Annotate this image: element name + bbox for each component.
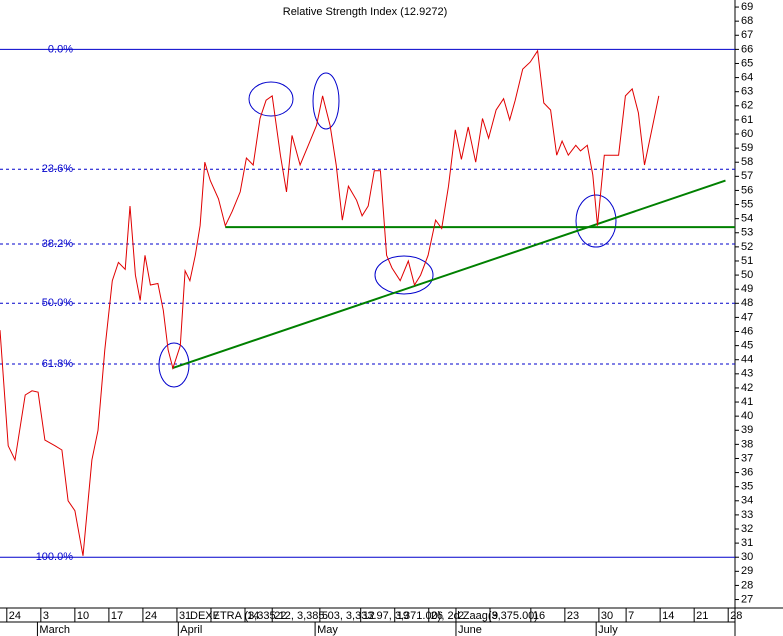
fib-label: 100.0% [36,551,74,563]
x-tick-label: 3 [43,610,49,622]
y-tick-label: 56 [741,184,753,196]
y-tick-label: 60 [741,128,753,140]
y-tick-label: 66 [741,43,753,55]
y-tick-label: 40 [741,410,753,422]
y-tick-label: 35 [741,481,753,493]
y-tick-label: 69 [741,1,753,13]
y-tick-label: 59 [741,142,753,154]
fib-label: 50.0% [42,297,73,309]
fib-label: 0.0% [48,43,73,55]
y-tick-label: 37 [741,452,753,464]
x-tick-label: 12 [363,610,375,622]
x-tick-label: 14 [662,610,674,622]
y-tick-label: 55 [741,198,753,210]
highlight-ellipse [248,81,294,117]
month-label: April [180,624,202,636]
y-tick-label: 53 [741,227,753,239]
month-label: July [598,624,618,636]
y-tick-label: 62 [741,100,753,112]
y-tick-label: 47 [741,311,753,323]
y-tick-label: 32 [741,523,753,535]
x-tick-label: 19 [397,610,409,622]
y-tick-label: 28 [741,579,753,591]
month-label: May [317,624,338,636]
annotation: DEXETRA (3,335.12, 3,385.03, 3,333.97, 3… [190,610,538,622]
y-tick-label: 54 [741,213,753,225]
y-tick-label: 64 [741,71,753,83]
y-tick-label: 67 [741,29,753,41]
chart-title: Relative Strength Index (12.9272) [283,6,448,18]
y-tick-label: 50 [741,269,753,281]
x-tick-label: 22 [274,610,286,622]
y-tick-label: 36 [741,466,753,478]
y-tick-label: 42 [741,382,753,394]
x-tick-label: 24 [9,610,21,622]
y-tick-label: 30 [741,551,753,563]
x-tick-label: 17 [111,610,123,622]
y-tick-label: 52 [741,241,753,253]
x-tick-label: 7 [628,610,634,622]
y-tick-label: 63 [741,86,753,98]
y-tick-label: 46 [741,325,753,337]
fib-label: 61.8% [42,358,73,370]
y-tick-label: 34 [741,495,753,507]
x-tick-label: 7 [213,610,219,622]
x-tick-label: 2 [458,610,464,622]
y-tick-label: 48 [741,297,753,309]
y-tick-label: 39 [741,424,753,436]
y-tick-label: 38 [741,438,753,450]
x-tick-label: 30 [601,610,613,622]
y-tick-label: 65 [741,57,753,69]
y-tick-label: 27 [741,593,753,605]
y-tick-label: 41 [741,396,753,408]
highlight-ellipse [575,194,617,248]
y-tick-label: 61 [741,114,753,126]
x-tick-label: 5 [322,610,328,622]
y-tick-label: 29 [741,565,753,577]
y-tick-label: 33 [741,509,753,521]
x-tick-label: 23 [567,610,579,622]
highlight-ellipse [312,72,340,130]
month-label: June [458,624,482,636]
month-label: March [39,624,70,636]
y-tick-label: 49 [741,283,753,295]
fib-label: 38.2% [42,238,73,250]
fib-label: 23.6% [42,163,73,175]
highlight-circles [158,72,617,388]
highlight-ellipse [158,342,190,388]
x-tick-label: 28 [730,610,742,622]
highlight-ellipse [374,255,434,295]
x-tick-label: 24 [145,610,157,622]
x-tick-label: 26 [431,610,443,622]
y-tick-label: 57 [741,170,753,182]
y-tick-label: 45 [741,340,753,352]
x-tick-label: 31 [179,610,191,622]
y-tick-label: 44 [741,354,753,366]
x-tick-label: 10 [77,610,89,622]
x-tick-label: 21 [696,610,708,622]
rsi-line [0,49,660,556]
trend-line [171,179,726,370]
x-tick-label: 14 [247,610,259,622]
y-tick-label: 43 [741,368,753,380]
y-tick-label: 51 [741,255,753,267]
y-tick-label: 31 [741,537,753,549]
x-tick-label: 9 [492,610,498,622]
y-tick-label: 68 [741,15,753,27]
x-tick-label: 16 [533,610,545,622]
y-tick-label: 58 [741,156,753,168]
